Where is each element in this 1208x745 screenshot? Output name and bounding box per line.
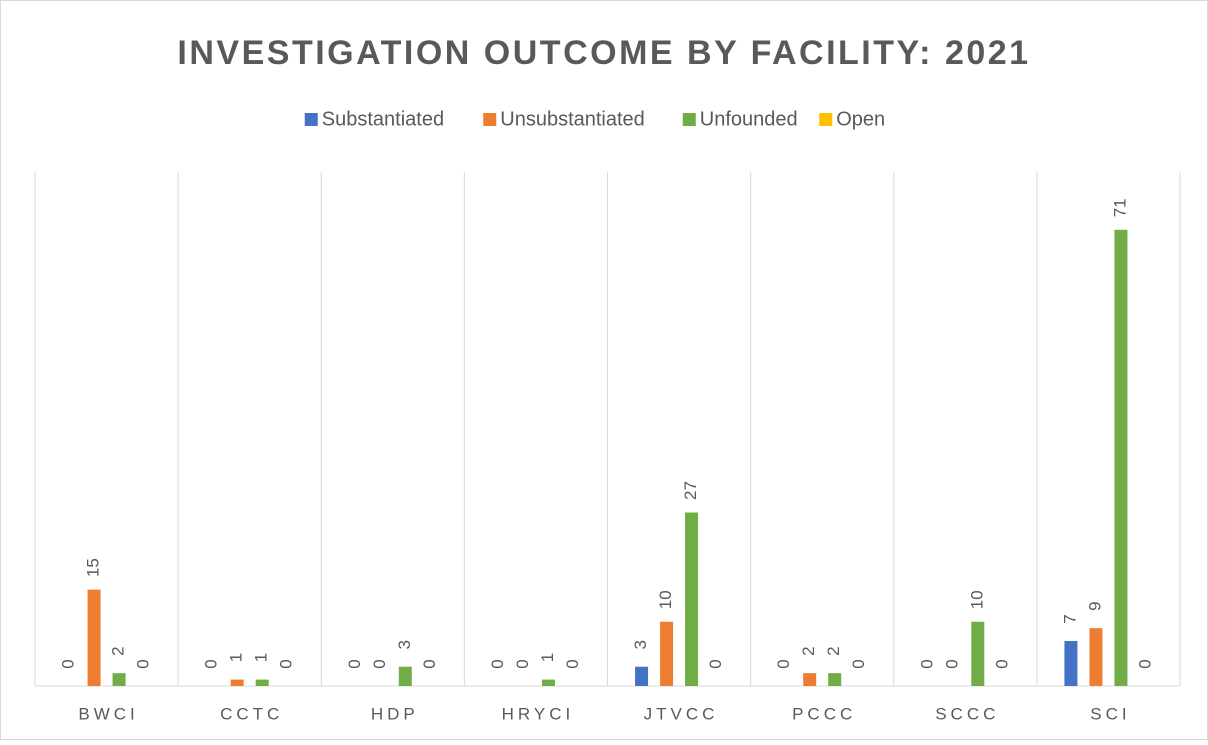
- bar: [685, 512, 699, 686]
- data-label: 0: [202, 659, 221, 668]
- x-tick-label: SCI: [1090, 704, 1130, 723]
- x-tick-label: CCTC: [220, 704, 283, 723]
- legend-label: Unfounded: [700, 108, 798, 130]
- bar: [87, 589, 101, 686]
- data-label: 27: [681, 481, 700, 500]
- x-tick-label: BWCI: [78, 704, 138, 723]
- bar: [1114, 229, 1128, 686]
- data-label: 15: [84, 558, 103, 577]
- data-label: 0: [1135, 659, 1154, 668]
- data-label: 0: [917, 659, 936, 668]
- legend: Substantiated Unsubstantiated Unfounded Ope…: [304, 108, 885, 130]
- legend-swatch: [483, 113, 497, 126]
- bar: [635, 666, 649, 686]
- data-label: 2: [109, 646, 128, 655]
- x-tick-label: HRYCI: [502, 704, 575, 723]
- data-label: 0: [345, 659, 364, 668]
- data-label: 2: [799, 646, 818, 655]
- data-label: 0: [488, 659, 507, 668]
- legend-swatch: [819, 113, 833, 126]
- data-label: 1: [538, 653, 557, 662]
- data-label: 0: [59, 659, 78, 668]
- data-label: 1: [227, 653, 246, 662]
- data-label: 2: [824, 646, 843, 655]
- data-label: 0: [774, 659, 793, 668]
- legend-label: Substantiated: [322, 108, 444, 130]
- x-tick-label: SCCC: [935, 704, 999, 723]
- bar: [230, 679, 244, 686]
- bar: [971, 621, 985, 686]
- x-tick-label: JTVCC: [644, 704, 719, 723]
- data-label: 0: [370, 659, 389, 668]
- data-label: 0: [420, 659, 439, 668]
- data-label: 0: [277, 659, 296, 668]
- data-label: 7: [1060, 614, 1079, 623]
- bar: [1089, 628, 1103, 686]
- data-label: 1: [252, 653, 271, 662]
- x-tick-label: PCCC: [792, 704, 856, 723]
- data-label: 3: [631, 640, 650, 649]
- data-label: 0: [706, 659, 725, 668]
- data-label: 0: [992, 659, 1011, 668]
- bar: [803, 673, 817, 686]
- bar: [398, 666, 412, 686]
- data-label: 0: [513, 659, 532, 668]
- bar: [255, 679, 269, 686]
- legend-label: Unsubstantiated: [500, 108, 645, 130]
- data-label: 71: [1110, 198, 1129, 217]
- data-label: 10: [967, 590, 986, 609]
- data-label: 0: [563, 659, 582, 668]
- data-label: 0: [849, 659, 868, 668]
- x-tick-label: HDP: [371, 704, 419, 723]
- legend-swatch: [682, 113, 696, 126]
- bar: [112, 673, 126, 686]
- legend-label: Open: [836, 108, 885, 130]
- bar: [660, 621, 674, 686]
- data-label: 3: [395, 640, 414, 649]
- data-label: 9: [1085, 601, 1104, 610]
- bar: [541, 679, 555, 686]
- data-label: 10: [656, 590, 675, 609]
- data-label: 0: [942, 659, 961, 668]
- legend-swatch: [304, 113, 318, 126]
- data-label: 0: [134, 659, 153, 668]
- bar: [828, 673, 842, 686]
- bar: [1064, 641, 1078, 686]
- chart-title: INVESTIGATION OUTCOME BY FACILITY: 2021: [177, 34, 1030, 72]
